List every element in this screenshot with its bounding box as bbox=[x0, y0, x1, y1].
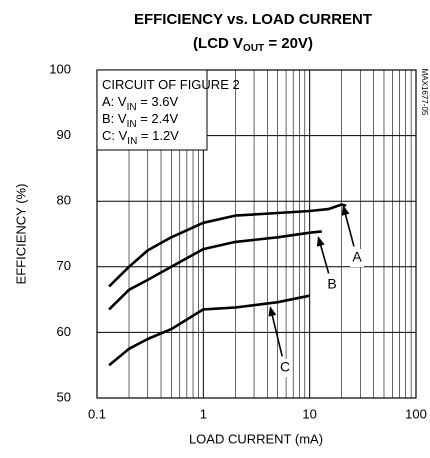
chart-subtitle: (LCD VOUT = 20V) bbox=[193, 35, 313, 54]
note: A: VIN = 3.6V bbox=[102, 94, 178, 112]
note: C: VIN = 1.2V bbox=[102, 128, 179, 146]
subtitle-sub: OUT bbox=[243, 43, 264, 54]
note: B: VIN = 2.4V bbox=[102, 111, 178, 129]
note-text: A: V bbox=[102, 94, 127, 109]
arrow-head bbox=[341, 205, 350, 216]
x-tick-label: 10 bbox=[302, 406, 316, 421]
note-after: = 1.2V bbox=[137, 128, 179, 143]
note-text: C: V bbox=[102, 128, 128, 143]
note-text: CIRCUIT OF FIGURE 2 bbox=[102, 77, 240, 92]
arrow-head bbox=[268, 306, 277, 317]
note: CIRCUIT OF FIGURE 2 bbox=[102, 77, 240, 92]
y-tick-label: 50 bbox=[57, 389, 71, 404]
series-label: B bbox=[327, 276, 336, 292]
label-bg bbox=[278, 359, 292, 377]
series-label: C bbox=[280, 359, 290, 375]
arrow-head bbox=[316, 236, 325, 247]
y-tick-label: 80 bbox=[57, 193, 71, 208]
arrow-line bbox=[344, 212, 355, 247]
chart-title: EFFICIENCY vs. LOAD CURRENT bbox=[134, 11, 372, 28]
note-after: = 2.4V bbox=[137, 111, 179, 126]
label-bg bbox=[325, 276, 339, 294]
x-tick-label: 0.1 bbox=[88, 406, 106, 421]
y-tick-label: 90 bbox=[57, 127, 71, 142]
y-tick-label: 100 bbox=[49, 61, 71, 76]
arrow-line bbox=[271, 313, 283, 357]
figure-id: MAX1677-05 bbox=[420, 69, 429, 116]
note-sub: IN bbox=[127, 119, 137, 130]
subtitle-text: (LCD V bbox=[193, 35, 243, 52]
note-box bbox=[96, 69, 208, 151]
subtitle-after: = 20V) bbox=[264, 35, 313, 52]
label-bg bbox=[350, 249, 364, 267]
x-tick-label: 1 bbox=[200, 406, 207, 421]
x-tick-label: 100 bbox=[405, 406, 427, 421]
y-tick-label: 70 bbox=[57, 258, 71, 273]
y-axis-title: EFFICIENCY (%) bbox=[13, 184, 28, 285]
note-sub: IN bbox=[127, 102, 137, 113]
x-axis-title: LOAD CURRENT (mA) bbox=[189, 431, 323, 446]
plot-frame bbox=[96, 69, 417, 399]
arrow-line bbox=[319, 243, 330, 274]
note-sub: IN bbox=[127, 136, 137, 147]
line bbox=[108, 230, 322, 311]
line bbox=[108, 294, 310, 367]
note-text: B: V bbox=[102, 111, 127, 126]
line bbox=[108, 203, 347, 288]
series-label: A bbox=[352, 249, 362, 265]
y-tick-label: 60 bbox=[57, 324, 71, 339]
note-after: = 3.6V bbox=[137, 94, 179, 109]
